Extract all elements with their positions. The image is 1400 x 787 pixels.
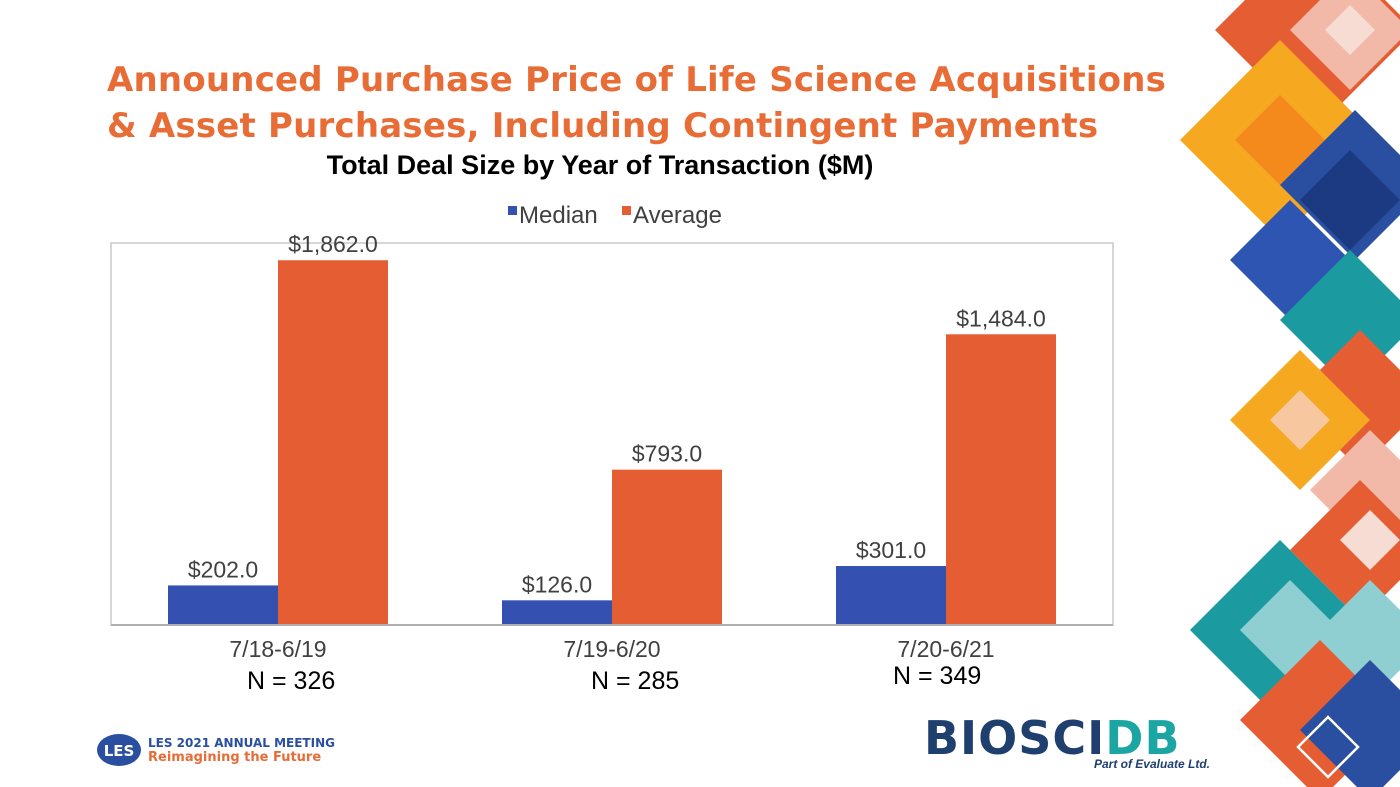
x-tick-label-1: 7/18-6/19 xyxy=(229,636,326,662)
bioscidb-word-sci: SCI xyxy=(1018,711,1106,765)
slide-title-line-1: Announced Purchase Price of Life Science… xyxy=(107,60,1167,100)
les-badge-text: LES xyxy=(104,742,135,760)
n-label-3: N = 349 xyxy=(893,662,982,690)
bioscidb-word-bio: BIO xyxy=(924,711,1019,765)
les-meeting-tagline: Reimagining the Future xyxy=(148,749,322,765)
slide-title: Announced Purchase Price of Life Science… xyxy=(107,57,1166,149)
chart-subtitle: Total Deal Size by Year of Transaction (… xyxy=(326,150,874,180)
legend-swatch-average xyxy=(622,206,631,215)
data-label-average-2: $793.0 xyxy=(632,441,702,467)
legend-label-median: Median xyxy=(519,202,598,229)
legend-label-average: Average xyxy=(633,202,722,229)
data-label-median-1: $202.0 xyxy=(188,556,258,582)
bioscidb-subtitle: Part of Evaluate Ltd. xyxy=(1093,757,1210,771)
bar-average-3 xyxy=(946,334,1056,625)
bar-average-2 xyxy=(612,469,722,625)
les-meeting-logo: LES LES 2021 ANNUAL MEETING Reimagining … xyxy=(96,733,335,767)
bar-median-3 xyxy=(836,566,946,625)
data-label-average-3: $1,484.0 xyxy=(956,305,1046,331)
slide-title-line-2: & Asset Purchases, Including Contingent … xyxy=(107,106,1099,146)
x-tick-label-2: 7/19-6/20 xyxy=(563,636,660,662)
n-label-2: N = 285 xyxy=(591,667,680,695)
data-label-average-1: $1,862.0 xyxy=(288,231,378,257)
bar-median-1 xyxy=(168,585,278,625)
data-label-median-3: $301.0 xyxy=(856,537,926,563)
decorative-diamond-pattern xyxy=(1180,0,1400,787)
bioscidb-word-db: DB xyxy=(1105,711,1181,765)
les-meeting-name: LES 2021 ANNUAL MEETING xyxy=(148,735,335,750)
bioscidb-logo: BIOSCIDB Part of Evaluate Ltd. xyxy=(924,707,1224,777)
les-globe-icon: LES xyxy=(97,734,141,766)
bioscidb-wordmark: BIOSCIDB xyxy=(924,711,1181,765)
x-tick-label-3: 7/20-6/21 xyxy=(897,636,994,662)
bar-median-2 xyxy=(502,600,612,625)
data-label-median-2: $126.0 xyxy=(522,571,592,597)
bar-average-1 xyxy=(278,260,388,625)
legend-swatch-median xyxy=(508,206,517,215)
n-label-1: N = 326 xyxy=(247,667,336,695)
